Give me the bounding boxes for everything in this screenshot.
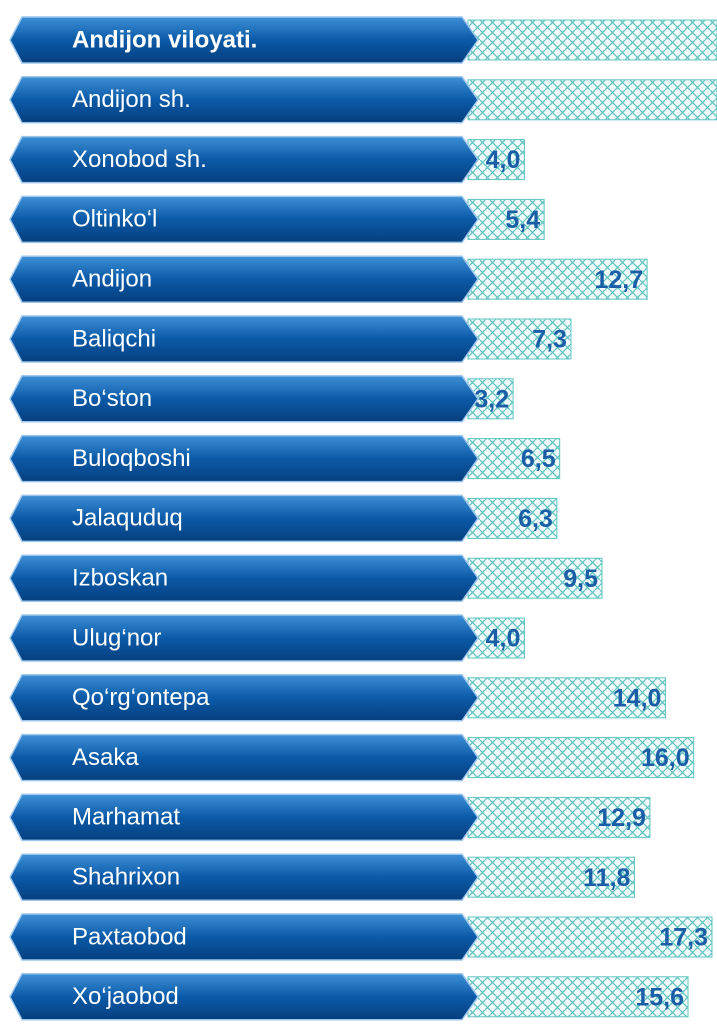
bar	[467, 438, 561, 480]
bar	[467, 198, 545, 240]
category-banner	[9, 913, 479, 961]
category-label: Baliqchi	[72, 325, 156, 352]
value-label: 11,8	[583, 864, 630, 892]
category-label: Paxtaobod	[72, 923, 187, 950]
category-label: Shahrixon	[72, 864, 180, 891]
category-label: Andijon sh.	[72, 86, 191, 113]
category-label: Xonobod sh.	[72, 146, 207, 173]
category-label: Jalaquduq	[72, 505, 183, 532]
bar	[467, 318, 572, 360]
bar	[467, 796, 651, 838]
category-banner	[9, 16, 479, 64]
category-label: Oltinko‘l	[72, 206, 157, 233]
category-banner	[9, 255, 479, 303]
value-label: 14,0	[613, 684, 662, 712]
category-banner	[9, 195, 479, 244]
bar	[467, 916, 713, 958]
value-label: 17,3	[659, 924, 708, 952]
bar	[467, 258, 648, 300]
value-label: 6,5	[521, 445, 556, 473]
category-banner	[9, 853, 479, 901]
value-label: 16,0	[641, 744, 690, 772]
category-banner	[9, 614, 479, 662]
category-label: Ulug‘nor	[72, 624, 161, 651]
category-label: Marhamat	[72, 804, 180, 831]
category-label: Bo‘ston	[72, 385, 152, 412]
value-label: 3,2	[474, 385, 509, 413]
category-banner	[9, 554, 479, 602]
category-label: Qo‘rg‘ontepa	[72, 684, 210, 711]
value-label: 6,3	[518, 505, 553, 533]
category-label: Andijon	[72, 266, 152, 293]
bar	[467, 976, 689, 1018]
value-label: 5,4	[505, 206, 540, 234]
category-banner	[9, 674, 479, 722]
bar-background	[467, 79, 717, 121]
category-label: Asaka	[72, 744, 139, 771]
value-label: 12,9	[597, 804, 646, 832]
value-label: 15,6	[635, 983, 684, 1011]
bar-background	[467, 19, 717, 61]
category-banner	[9, 973, 479, 1021]
category-label: Izboskan	[72, 565, 168, 592]
value-label: 4,0	[486, 146, 521, 174]
category-banner	[9, 135, 479, 184]
value-label: 12,7	[594, 266, 643, 294]
bar	[467, 737, 695, 779]
category-banner	[9, 733, 479, 782]
category-label: Andijon viloyati.	[72, 26, 257, 53]
value-label: 4,0	[486, 625, 521, 653]
category-banner	[9, 76, 479, 124]
category-label: Xo‘jaobod	[72, 983, 179, 1010]
category-label: Buloqboshi	[72, 445, 191, 472]
category-banner	[9, 375, 479, 423]
category-banner	[9, 494, 479, 543]
bar	[467, 856, 635, 898]
category-banner	[9, 793, 479, 842]
bar	[467, 677, 666, 719]
value-label: 7,3	[532, 326, 567, 354]
value-label: 9,5	[563, 565, 598, 593]
category-banner	[9, 434, 479, 483]
bar	[467, 557, 603, 599]
category-banner	[9, 315, 479, 363]
